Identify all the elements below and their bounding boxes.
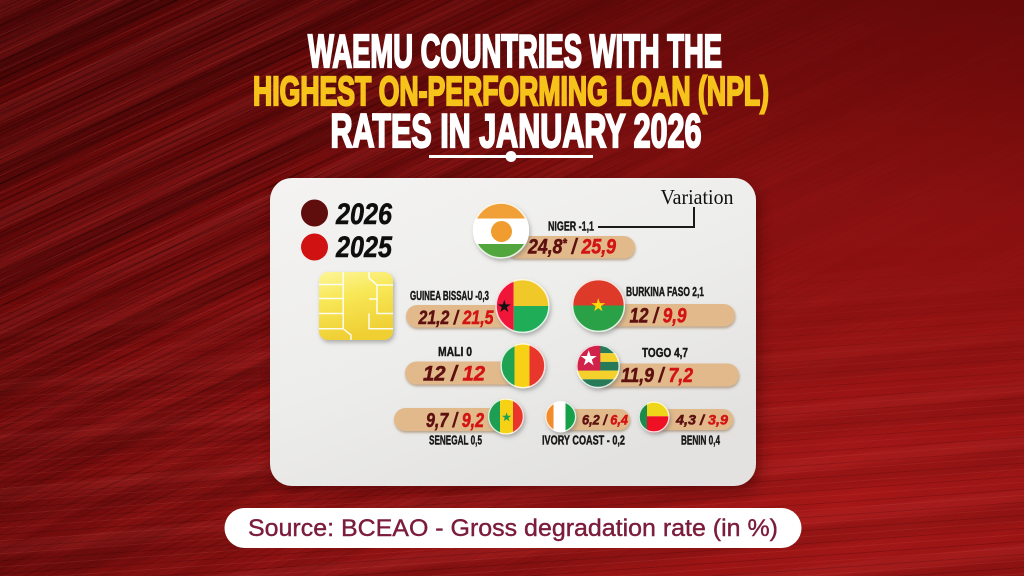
svg-text:Source: BCEAO - Gross degradat: Source: BCEAO - Gross degradation rate (… xyxy=(248,515,778,542)
svg-text:12 / 12: 12 / 12 xyxy=(423,363,485,386)
svg-text:9,7 / 9,2: 9,7 / 9,2 xyxy=(426,410,484,432)
svg-text:HIGHEST ON-PERFORMING LOAN (NP: HIGHEST ON-PERFORMING LOAN (NPL) xyxy=(253,68,769,114)
svg-text:6,2 / 6,4: 6,2 / 6,4 xyxy=(582,413,628,428)
svg-text:24,8* / 25,9: 24,8* / 25,9 xyxy=(527,236,616,259)
svg-text:NIGER -1,1: NIGER -1,1 xyxy=(548,220,594,234)
svg-text:IVORY COAST - 0,2: IVORY COAST - 0,2 xyxy=(542,434,625,448)
svg-text:TOGO 4,7: TOGO 4,7 xyxy=(642,346,688,360)
svg-text:11,9 / 7,2: 11,9 / 7,2 xyxy=(621,365,693,387)
svg-text:RATES IN JANUARY 2026: RATES IN JANUARY 2026 xyxy=(331,104,702,157)
svg-text:MALI 0: MALI 0 xyxy=(438,345,472,359)
svg-text:Variation: Variation xyxy=(661,185,734,209)
svg-text:WAEMU COUNTRIES WITH THE: WAEMU COUNTRIES WITH THE xyxy=(308,25,722,77)
svg-text:21,2 / 21,5: 21,2 / 21,5 xyxy=(418,308,494,329)
svg-text:12 / 9,9: 12 / 9,9 xyxy=(630,305,687,328)
svg-text:BURKINA FASO 2,1: BURKINA FASO 2,1 xyxy=(626,285,704,299)
svg-text:2026: 2026 xyxy=(335,198,392,231)
svg-text:BENIN 0,4: BENIN 0,4 xyxy=(681,434,720,448)
svg-text:SENEGAL 0,5: SENEGAL 0,5 xyxy=(429,434,482,448)
svg-text:GUINEA BISSAU -0,3: GUINEA BISSAU -0,3 xyxy=(410,289,489,303)
svg-text:2025: 2025 xyxy=(335,231,393,264)
svg-text:4,3 / 3,9: 4,3 / 3,9 xyxy=(675,413,729,428)
